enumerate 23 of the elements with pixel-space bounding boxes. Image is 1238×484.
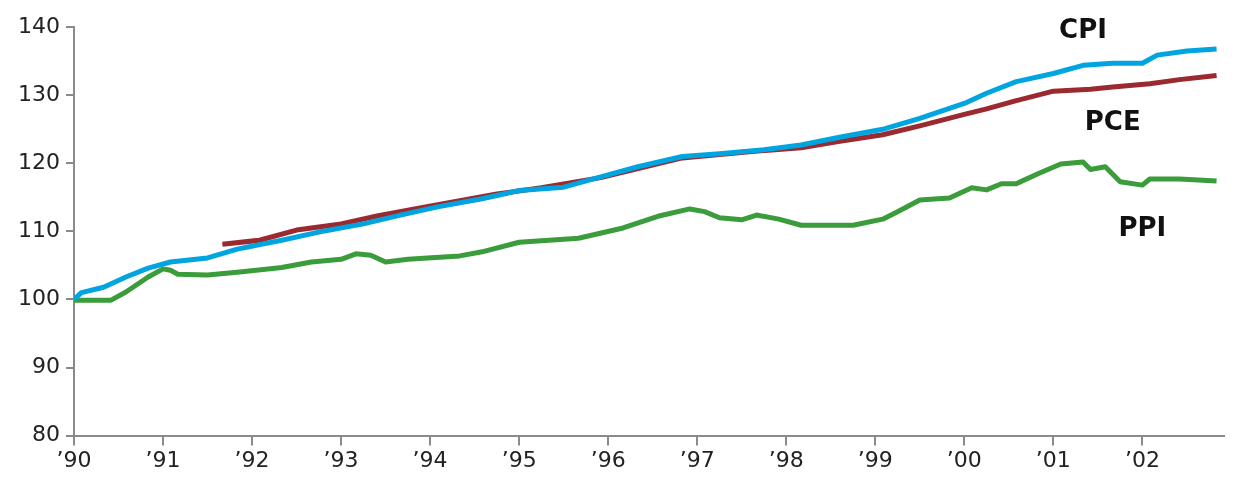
y-tick-label: 130 — [17, 80, 60, 106]
x-tick-label: ’97 — [679, 446, 715, 472]
x-tick-label: ’95 — [501, 446, 537, 472]
series-label: PCE — [1084, 105, 1141, 136]
x-tick-label: ’90 — [56, 446, 92, 472]
x-tick-label: ’00 — [946, 446, 982, 472]
x-tick-label: ’02 — [1124, 446, 1160, 472]
x-tick-label: ’92 — [234, 446, 270, 472]
y-tick-label: 140 — [17, 12, 60, 38]
x-tick-label: ’96 — [590, 446, 626, 472]
y-tick-label: 100 — [17, 285, 60, 311]
y-tick-label: 110 — [17, 217, 60, 243]
x-tick-label: ’98 — [768, 446, 804, 472]
y-tick-label: 90 — [31, 353, 60, 379]
y-tick-label: 120 — [17, 149, 60, 175]
series-label: CPI — [1059, 14, 1107, 45]
x-tick-label: ’99 — [857, 446, 893, 472]
x-tick-label: ’91 — [145, 446, 181, 472]
x-tick-label: ’93 — [323, 446, 359, 472]
series-label: PPI — [1118, 211, 1167, 242]
x-tick-label: ’01 — [1035, 446, 1071, 472]
x-tick-label: ’94 — [412, 446, 448, 472]
y-tick-label: 80 — [31, 421, 60, 447]
